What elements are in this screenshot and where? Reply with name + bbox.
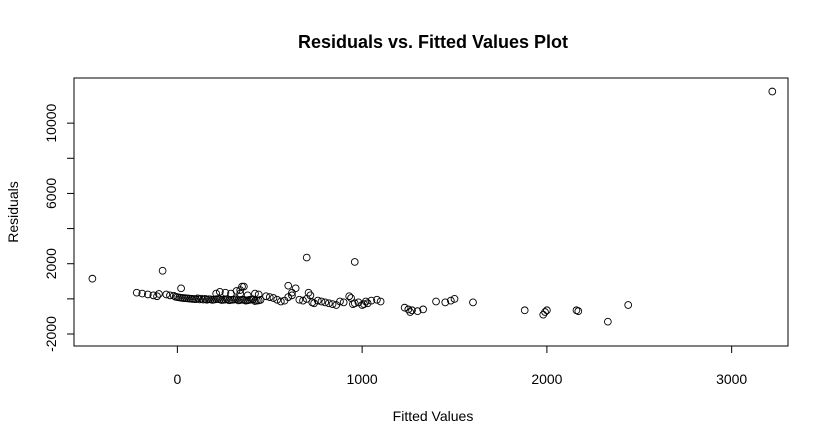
data-point <box>256 296 265 304</box>
data-point <box>350 258 359 266</box>
data-point <box>520 306 529 315</box>
data-point <box>262 292 270 301</box>
data-point <box>269 294 278 302</box>
data-point <box>249 295 257 304</box>
data-point <box>360 300 368 308</box>
data-point <box>413 307 422 316</box>
data-point <box>158 266 167 275</box>
data-point <box>367 296 376 305</box>
x-axis: 0 1000 2000 3000 <box>173 345 747 387</box>
data-point <box>373 295 381 304</box>
data-point <box>169 291 178 300</box>
data-point <box>469 298 477 307</box>
plot-frame <box>73 77 789 347</box>
data-point <box>317 297 326 306</box>
data-point <box>336 297 344 306</box>
data-point <box>276 297 285 306</box>
data-point <box>143 290 152 299</box>
data-point <box>288 291 296 300</box>
data-point <box>149 291 158 300</box>
data-point <box>288 288 296 297</box>
data-point <box>574 307 583 316</box>
data-point <box>408 306 416 315</box>
data-point <box>273 295 281 304</box>
data-point <box>166 291 174 300</box>
data-point <box>240 282 248 291</box>
data-point <box>153 292 161 301</box>
data-point <box>232 295 241 304</box>
data-point <box>236 289 245 298</box>
data-point <box>624 301 633 309</box>
y-axis: -2000 2000 6000 10000 <box>43 103 75 352</box>
x-axis-title: Fitted Values <box>393 408 474 424</box>
data-point <box>138 289 147 298</box>
data-point <box>254 290 263 299</box>
data-point <box>162 290 171 299</box>
data-point <box>299 296 307 305</box>
data-point <box>376 297 385 306</box>
data-point <box>243 291 252 300</box>
x-tick-label: 2000 <box>531 371 562 387</box>
data-point <box>291 284 300 293</box>
data-point <box>768 87 777 96</box>
data-point <box>177 284 185 293</box>
data-point <box>339 298 348 307</box>
data-point <box>265 293 274 301</box>
data-point <box>404 305 413 314</box>
data-point <box>350 299 359 308</box>
data-point <box>604 317 612 326</box>
data-point <box>406 308 415 316</box>
x-tick-label: 3000 <box>716 371 747 387</box>
y-axis-title: Residuals <box>5 181 21 242</box>
data-point <box>216 287 224 296</box>
data-point <box>313 296 322 305</box>
data-point <box>541 308 549 316</box>
data-point <box>432 297 440 306</box>
data-point <box>539 310 548 319</box>
data-point <box>345 292 354 301</box>
data-point <box>238 282 246 291</box>
data-point <box>361 297 370 306</box>
data-point <box>321 298 330 307</box>
data-point <box>295 295 304 304</box>
x-tick-label: 1000 <box>347 371 378 387</box>
data-point <box>302 295 311 303</box>
data-point <box>441 298 450 307</box>
data-point <box>328 300 337 308</box>
data-point <box>302 253 311 262</box>
y-tick-label: 6000 <box>43 178 59 209</box>
data-point <box>543 306 551 315</box>
data-point <box>155 290 163 298</box>
data-point <box>193 294 202 303</box>
y-tick-label: 10000 <box>43 103 59 142</box>
data-point <box>450 295 459 303</box>
data-point <box>251 289 259 298</box>
data-point <box>325 299 333 308</box>
x-tick-label: 0 <box>173 371 181 387</box>
y-tick-label: -2000 <box>43 316 59 352</box>
data-point <box>446 296 455 305</box>
data-point <box>212 289 221 298</box>
chart-title: Residuals vs. Fitted Values Plot <box>298 32 568 52</box>
data-point <box>88 274 97 283</box>
data-point <box>132 288 141 297</box>
data-point <box>419 305 427 314</box>
data-point <box>284 281 293 290</box>
y-tick-label: 2000 <box>43 248 59 279</box>
data-points <box>88 87 777 326</box>
data-point <box>221 288 230 297</box>
data-point <box>400 303 409 312</box>
